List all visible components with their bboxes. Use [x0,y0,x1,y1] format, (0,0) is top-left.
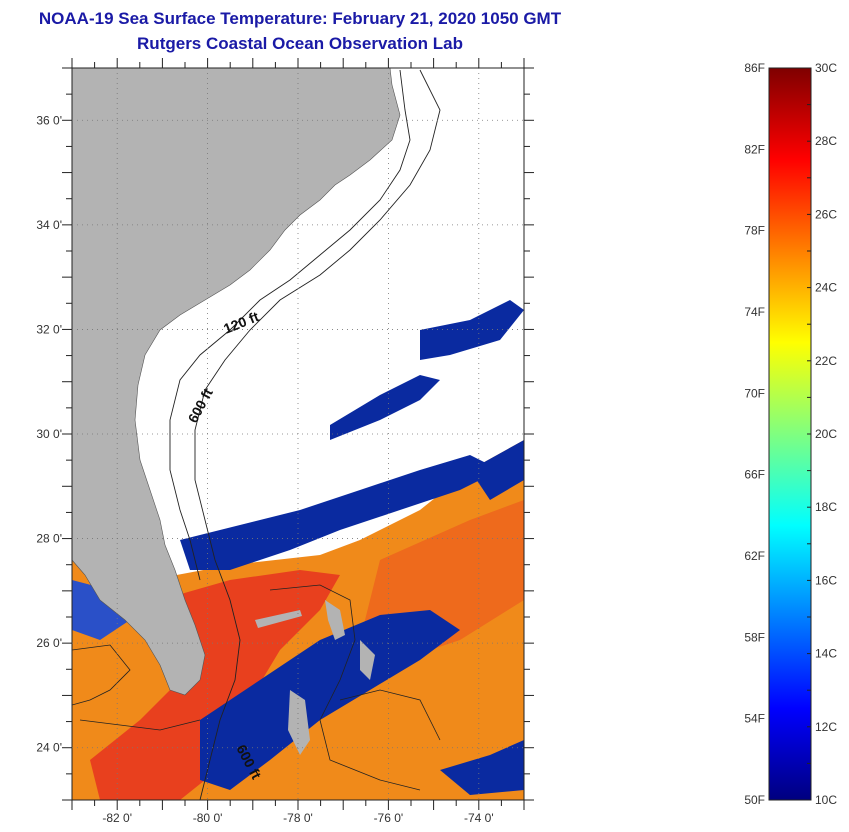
fahrenheit-label: 82F [744,142,765,156]
hot-water-region [90,570,340,800]
depth-contour-gulf [72,644,201,731]
y-tick-label: 30 0' [36,427,62,441]
celsius-label: 24C [815,281,837,295]
fahrenheit-scale: 86F 82F 78F 74F 70F 66F 62F 58F 54F 50F [744,61,765,807]
depth-contour-600ft [194,69,441,800]
cold-water-band-mid [180,455,500,570]
fahrenheit-label: 66F [744,468,765,482]
celsius-label: 10C [815,793,837,807]
fahrenheit-label: 78F [744,224,765,238]
y-tick-label: 24 0' [36,741,62,755]
x-tick-label: -80 0' [193,811,223,825]
land-grand-bahama [255,610,302,628]
y-tick-label: 32 0' [36,322,62,336]
depth-contour-120ft [169,69,411,581]
fahrenheit-label: 50F [744,793,765,807]
x-tick-label: -82 0' [102,811,132,825]
y-tick-label: 36 0' [36,113,62,127]
color-scale-bar [768,67,812,801]
x-tick-label: -78 0' [283,811,313,825]
map-title: NOAA-19 Sea Surface Temperature: Februar… [38,9,562,28]
fahrenheit-label: 62F [744,549,765,563]
x-tick-label: -74 0' [464,811,494,825]
fahrenheit-label: 74F [744,305,765,319]
cold-water-gulf [72,580,130,640]
depth-contour-bahamas [269,584,441,791]
land-bahamas-eleuthera [360,640,375,680]
graticule [72,68,524,800]
celsius-label: 18C [815,500,837,514]
x-axis-labels: -82 0' -80 0' -78 0' -76 0' -74 0' [102,811,493,825]
axis-ticks [62,58,534,810]
celsius-label: 28C [815,134,837,148]
celsius-label: 20C [815,427,837,441]
y-tick-label: 26 0' [36,636,62,650]
x-tick-label: -76 0' [374,811,404,825]
cold-water-east [420,300,524,360]
celsius-label: 22C [815,354,837,368]
fahrenheit-label: 70F [744,386,765,400]
cold-water-east-edge [470,440,524,500]
celsius-label: 30C [815,61,837,75]
land-mainland [72,68,401,696]
celsius-label: 14C [815,647,837,661]
y-tick-label: 34 0' [36,218,62,232]
fahrenheit-label: 54F [744,712,765,726]
celsius-label: 26C [815,207,837,221]
cold-water-band-north [330,375,440,440]
land-bahamas-abaco [325,600,345,640]
celsius-label: 12C [815,720,837,734]
y-axis-labels: 24 0' 26 0' 28 0' 30 0' 32 0' 34 0' 36 0' [36,113,62,754]
cold-water-south-edge [440,740,524,795]
fahrenheit-label: 58F [744,630,765,644]
celsius-label: 16C [815,573,837,587]
land-bahamas-andros [288,690,310,755]
map-subtitle: Rutgers Coastal Ocean Observation Lab [137,34,463,53]
y-tick-label: 28 0' [36,532,62,546]
fahrenheit-label: 86F [744,61,765,75]
celsius-scale: 30C 28C 26C 24C 22C 20C 18C 16C 14C 12C 10C [807,61,837,807]
